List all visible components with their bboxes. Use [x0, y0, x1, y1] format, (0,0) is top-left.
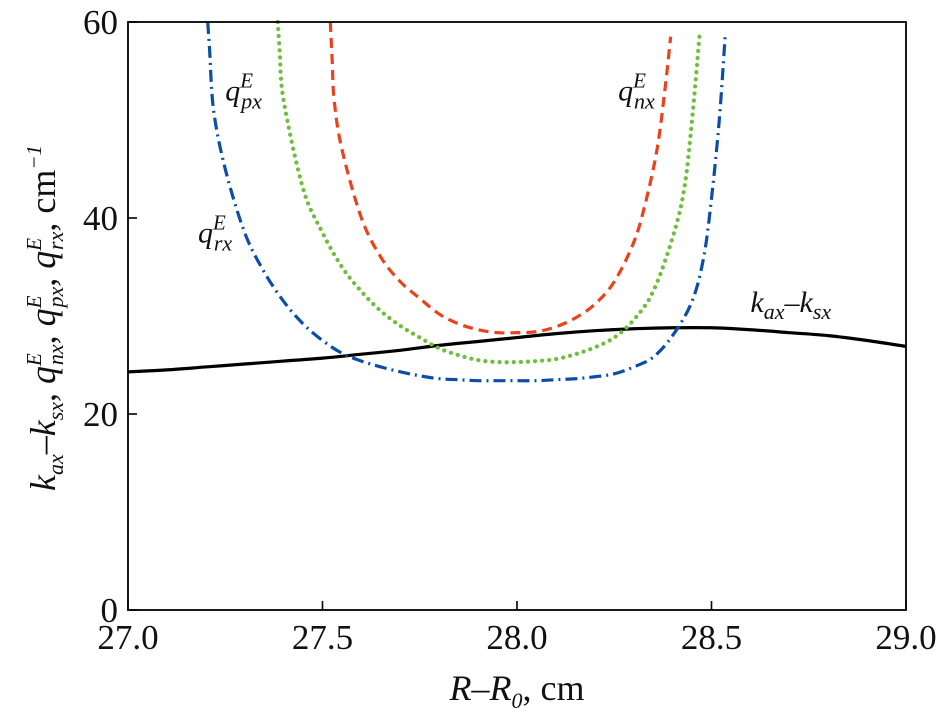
- x-tick-label: 27.5: [292, 618, 353, 657]
- y-tick-label: 40: [83, 199, 118, 238]
- annotation-q-px: qE px: [225, 68, 262, 113]
- series-q-rx-line: [206, 21, 727, 383]
- series-k-diff-line: [127, 325, 907, 374]
- x-axis-label: R–R0, cm: [449, 668, 585, 713]
- series-layer: [127, 19, 907, 383]
- series-q-nx-line: [328, 21, 673, 335]
- x-tick-label: 29.0: [875, 618, 936, 657]
- y-tick-label: 0: [101, 591, 119, 630]
- annotation-q-nx: qE nx: [618, 68, 655, 113]
- x-tick-label: 28.5: [681, 618, 742, 657]
- annotation-q-rx: qE rx: [198, 211, 232, 256]
- x-tick-label: 27.0: [97, 618, 158, 657]
- y-tick-label: 20: [83, 395, 118, 434]
- y-axis-label: kax–ksx, qEnx, qEpx, qErx, cm−1: [22, 145, 68, 491]
- y-tick-label: 60: [83, 3, 118, 42]
- ticks-layer: 27.0 27.5 28.0 28.5 29.0 0 20 40 60: [83, 3, 937, 657]
- annotation-k-diff: kax–ksx: [750, 286, 831, 324]
- x-tick-label: 28.0: [486, 618, 547, 657]
